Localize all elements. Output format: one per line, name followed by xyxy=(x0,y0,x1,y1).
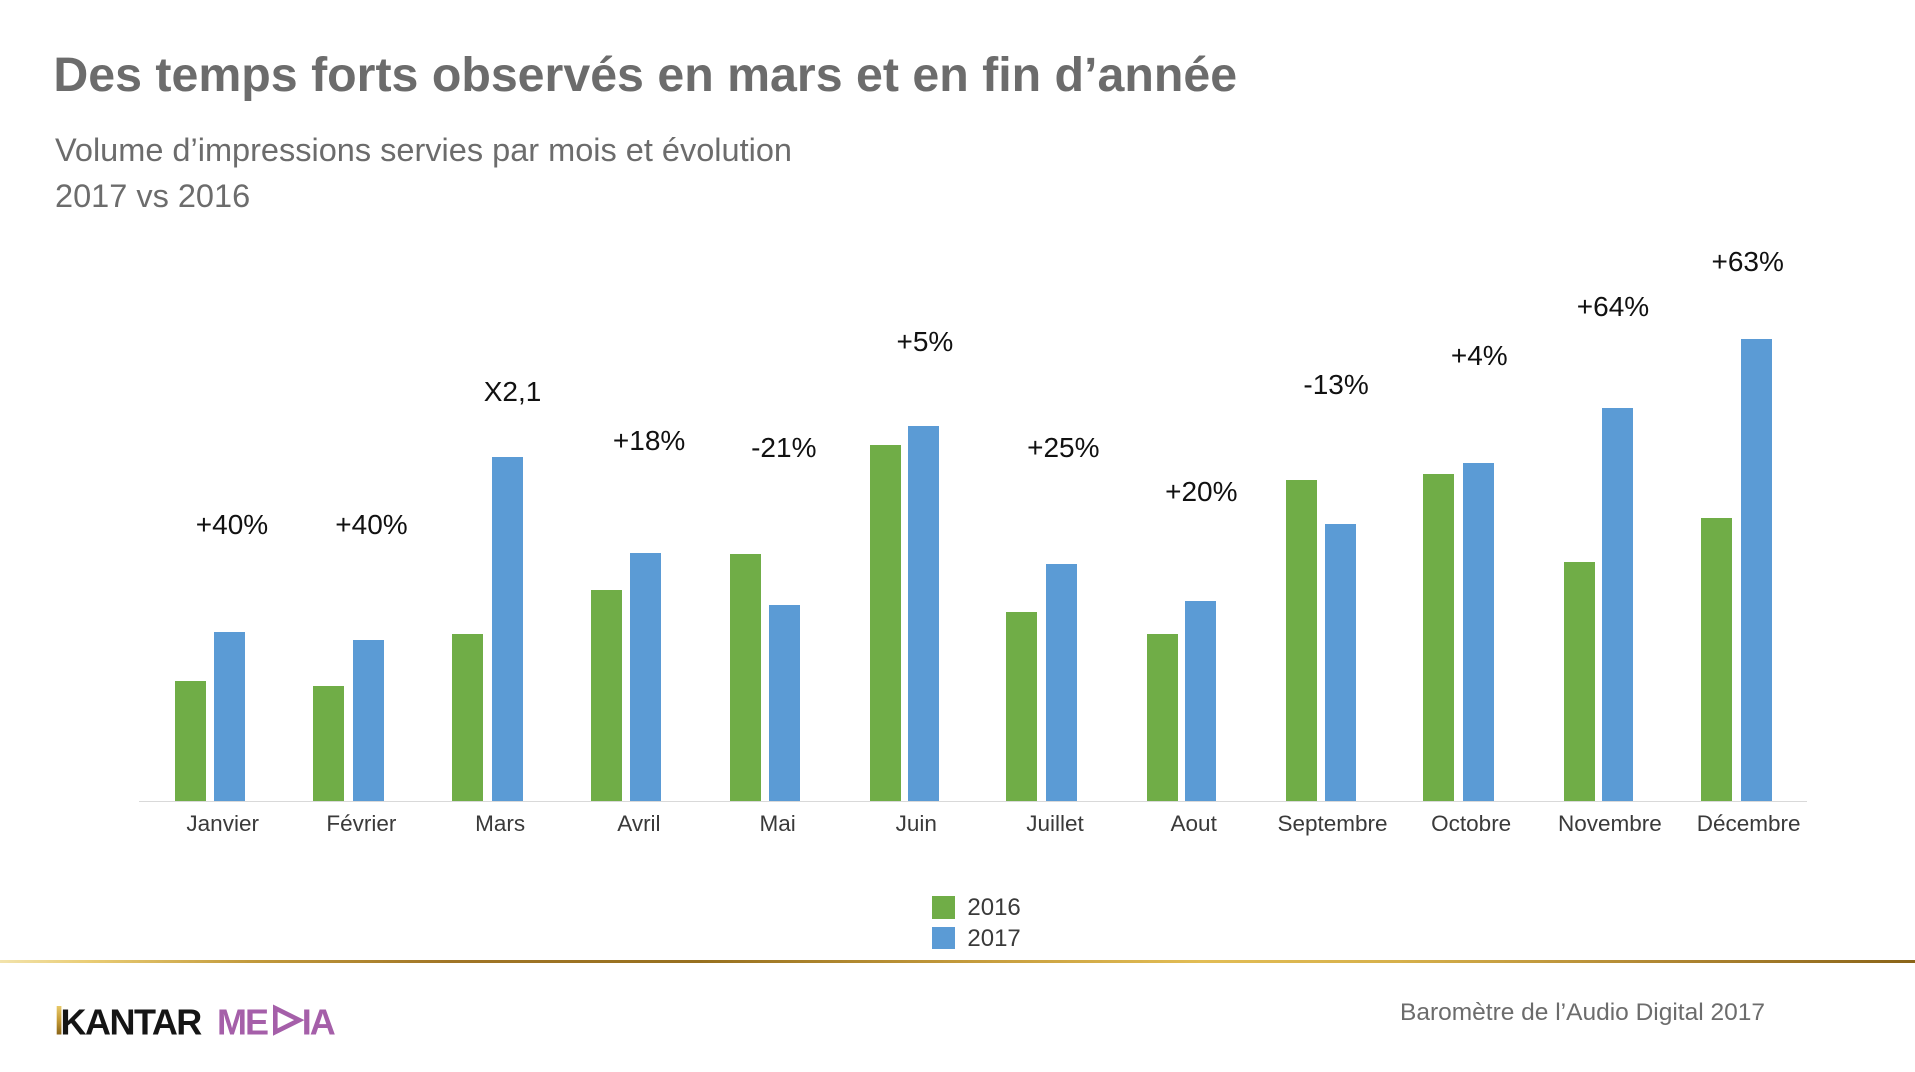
svg-text:KANTAR: KANTAR xyxy=(61,1004,203,1040)
svg-text:IA: IA xyxy=(302,1004,336,1040)
svg-text:ME: ME xyxy=(217,1004,268,1040)
